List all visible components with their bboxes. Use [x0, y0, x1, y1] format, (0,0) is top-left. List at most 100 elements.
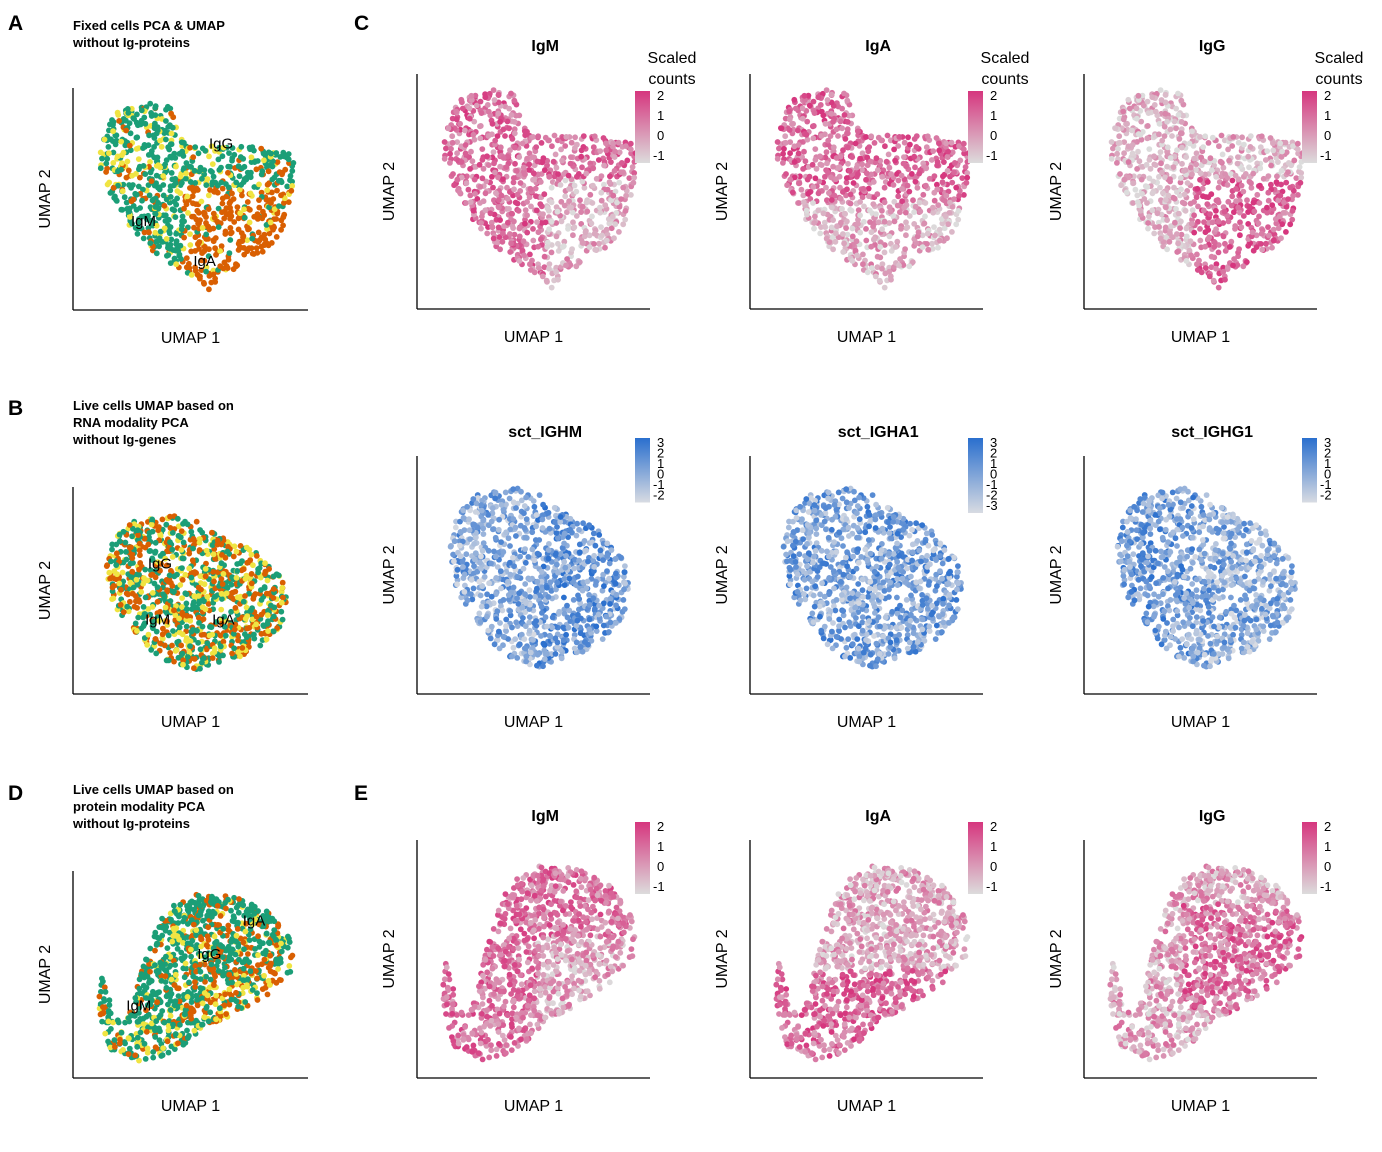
- panel-letter: B: [8, 397, 23, 420]
- data-point: [515, 207, 522, 214]
- data-point: [521, 252, 527, 259]
- data-point: [218, 590, 225, 597]
- data-point: [561, 202, 568, 209]
- data-point: [1183, 258, 1190, 264]
- data-point: [134, 527, 141, 534]
- data-point: [826, 190, 832, 196]
- data-point: [825, 137, 832, 144]
- legend-title: counts: [981, 71, 1028, 88]
- data-point: [155, 527, 162, 534]
- data-point: [1178, 130, 1185, 137]
- data-point: [1115, 145, 1121, 152]
- data-point: [566, 198, 572, 205]
- data-point: [559, 244, 566, 250]
- data-point: [1182, 207, 1189, 214]
- data-point: [787, 150, 793, 157]
- data-point: [1258, 133, 1265, 140]
- data-point: [1181, 191, 1188, 198]
- data-point: [99, 155, 105, 162]
- data-point: [196, 620, 202, 626]
- data-point: [126, 142, 133, 149]
- data-point: [165, 124, 172, 130]
- data-point: [447, 150, 453, 157]
- data-point: [1273, 179, 1280, 186]
- data-point: [171, 607, 177, 614]
- cluster-label: IgA: [212, 611, 235, 628]
- data-point: [885, 151, 892, 158]
- data-point: [1263, 240, 1269, 247]
- data-point: [198, 257, 205, 264]
- data-point: [196, 547, 203, 553]
- data-point: [848, 207, 855, 214]
- data-point: [134, 225, 141, 232]
- data-point: [596, 240, 602, 247]
- data-point: [500, 155, 507, 161]
- data-point: [1253, 244, 1260, 251]
- data-point: [1240, 263, 1247, 270]
- data-point: [898, 225, 904, 232]
- data-point: [631, 170, 638, 176]
- data-point: [1270, 226, 1277, 233]
- data-point: [526, 194, 533, 201]
- data-point: [202, 573, 209, 580]
- data-point: [553, 268, 560, 275]
- data-point: [1189, 128, 1195, 135]
- data-point: [1226, 157, 1232, 164]
- legend-tick-label: 1: [990, 108, 997, 123]
- data-point: [212, 279, 219, 285]
- data-point: [875, 134, 882, 141]
- data-point: [1129, 150, 1136, 157]
- data-point: [930, 204, 936, 211]
- data-point: [1136, 158, 1143, 165]
- data-point: [1134, 166, 1140, 172]
- data-point: [882, 143, 888, 150]
- data-point: [811, 110, 818, 116]
- data-point: [820, 210, 827, 217]
- data-point: [810, 123, 817, 129]
- data-point: [1197, 170, 1204, 177]
- data-point: [906, 188, 913, 195]
- data-point: [189, 193, 196, 200]
- data-point: [567, 262, 574, 268]
- data-point: [610, 192, 617, 199]
- data-point: [886, 233, 893, 240]
- data-point: [925, 246, 932, 253]
- data-point: [1166, 238, 1173, 245]
- data-point: [495, 197, 502, 203]
- data-point: [917, 208, 924, 215]
- data-point: [791, 96, 798, 103]
- legend-tick-label: -1: [653, 148, 665, 163]
- data-point: [149, 590, 156, 596]
- data-point: [136, 540, 143, 547]
- data-point: [553, 220, 560, 226]
- data-point: [138, 107, 145, 114]
- data-point: [1268, 162, 1274, 169]
- data-point: [508, 90, 514, 97]
- data-point: [105, 144, 112, 150]
- data-point: [1146, 146, 1153, 153]
- data-point: [248, 551, 255, 558]
- data-point: [534, 219, 540, 226]
- data-point: [840, 249, 847, 255]
- data-point: [859, 161, 866, 168]
- data-point: [863, 134, 869, 140]
- data-point: [1162, 174, 1168, 181]
- data-point: [212, 179, 219, 186]
- data-point: [786, 116, 793, 123]
- data-point: [795, 150, 802, 157]
- data-point: [1290, 192, 1296, 199]
- data-point: [520, 238, 527, 245]
- data-point: [915, 229, 922, 236]
- data-point: [178, 226, 185, 233]
- data-point: [157, 640, 164, 647]
- data-point: [152, 229, 159, 236]
- data-point: [127, 544, 134, 551]
- data-point: [1194, 185, 1201, 192]
- data-point: [1278, 153, 1285, 160]
- data-point: [256, 197, 262, 204]
- data-point: [813, 165, 820, 172]
- data-point: [113, 550, 120, 557]
- data-point: [580, 520, 586, 527]
- data-point: [781, 145, 787, 152]
- data-point: [1245, 153, 1252, 160]
